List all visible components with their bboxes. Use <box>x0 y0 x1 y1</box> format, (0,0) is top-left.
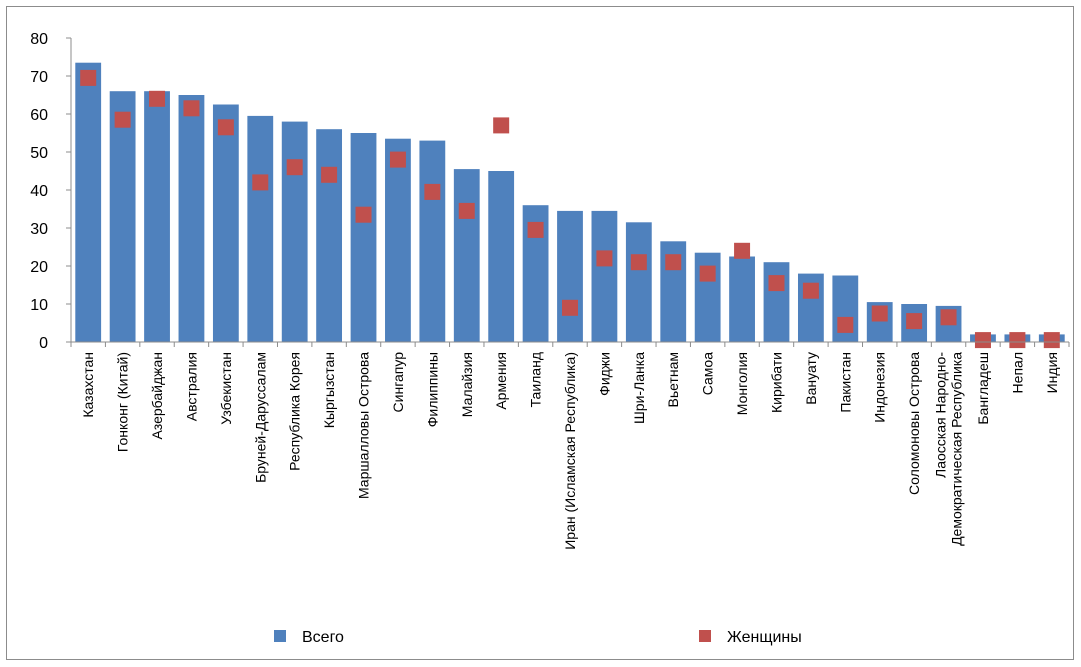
marker-point <box>974 332 991 349</box>
bar <box>178 95 205 342</box>
marker-point <box>321 166 338 183</box>
x-category-label: Гонконг (Китай) <box>115 352 131 452</box>
x-category-label: Бруней-Даруссалам <box>252 352 268 483</box>
marker-point <box>527 221 544 238</box>
legend-label-total: Всего <box>302 629 344 646</box>
y-tick-label: 30 <box>30 221 48 238</box>
x-category-label: Узбекистан <box>218 352 234 425</box>
marker-point <box>665 254 682 271</box>
bar <box>144 91 170 342</box>
y-tick-label: 70 <box>30 69 48 86</box>
marker-point <box>252 174 269 191</box>
x-category-label: Вьетнам <box>665 352 681 408</box>
x-category-label: Таиланд <box>528 352 544 407</box>
x-category-label: Фиджи <box>596 352 612 396</box>
x-category-label: Армения <box>493 352 509 410</box>
bar <box>763 262 790 342</box>
x-category-label: Непал <box>1009 352 1025 393</box>
bar <box>419 140 446 342</box>
x-category-label: Индия <box>1044 352 1060 393</box>
y-tick-label: 80 <box>30 31 48 48</box>
x-category-label: Австралия <box>183 352 199 421</box>
x-category-label: Шри-Ланка <box>631 352 647 424</box>
x-category-label: Малайзия <box>459 352 475 417</box>
marker-point <box>940 309 957 326</box>
bar <box>316 129 343 342</box>
marker-point <box>286 159 303 176</box>
x-category-label: Иран (Исламская Республика) <box>562 352 578 550</box>
marker-point <box>493 117 510 134</box>
y-tick-label: 50 <box>30 145 48 162</box>
x-category-label: Индонезия <box>872 352 888 423</box>
bar <box>212 104 239 342</box>
bar <box>557 210 583 342</box>
x-category-label: Вануату <box>803 352 819 405</box>
marker-point <box>837 316 854 333</box>
marker-point <box>630 254 647 271</box>
marker-point <box>1009 332 1026 349</box>
bar <box>591 210 618 342</box>
x-category-label: Кыргызстан <box>321 352 337 428</box>
bar <box>109 91 136 342</box>
x-category-label: Соломоновы Острова <box>906 352 922 495</box>
marker-point <box>734 242 751 259</box>
marker-point <box>114 111 131 128</box>
marker-point <box>355 206 372 223</box>
x-category-label: Пакистан <box>837 352 853 413</box>
marker-point <box>802 282 819 299</box>
x-category-label: Сингапур <box>390 352 406 413</box>
marker-point <box>699 265 716 282</box>
x-category-label: Азербайджан <box>149 352 165 440</box>
marker-point <box>217 119 234 136</box>
x-category-label: Лаосская Народно-Демократическая Республ… <box>933 352 965 546</box>
x-category-label: Кирибати <box>768 352 784 413</box>
bar <box>453 169 480 342</box>
bar <box>729 256 755 342</box>
marker-point <box>389 151 406 168</box>
x-category-label: Бангладеш <box>975 352 991 425</box>
marker-point <box>80 69 97 86</box>
bar <box>247 115 274 343</box>
bar <box>75 62 102 342</box>
marker-point <box>149 90 166 107</box>
bar <box>281 121 308 342</box>
bar <box>350 133 377 342</box>
bar <box>625 222 652 342</box>
marker-point <box>183 100 200 117</box>
legend-label-women: Женщины <box>727 629 802 646</box>
x-category-label: Монголия <box>734 352 750 415</box>
legend-swatch-women <box>699 630 711 642</box>
marker-point <box>424 183 441 200</box>
x-category-label: Казахстан <box>80 352 96 418</box>
y-tick-label: 60 <box>30 107 48 124</box>
marker-point <box>768 275 785 292</box>
y-tick-label: 0 <box>39 335 48 352</box>
marker-point <box>871 305 888 322</box>
x-category-label: Самоа <box>700 352 716 395</box>
marker-point <box>596 250 613 267</box>
marker-point <box>1043 332 1060 349</box>
bar <box>385 138 411 342</box>
x-category-label: Маршалловы Острова <box>356 352 372 499</box>
marker-point <box>906 313 923 330</box>
x-category-label: Филиппины <box>424 352 440 427</box>
x-category-label: Республика Корея <box>287 352 303 471</box>
y-tick-label: 40 <box>30 183 48 200</box>
marker-point <box>562 299 578 316</box>
legend-swatch-total <box>274 630 286 642</box>
bar <box>488 171 515 342</box>
y-tick-label: 20 <box>30 259 48 276</box>
y-tick-label: 10 <box>30 297 48 314</box>
marker-point <box>458 202 475 219</box>
